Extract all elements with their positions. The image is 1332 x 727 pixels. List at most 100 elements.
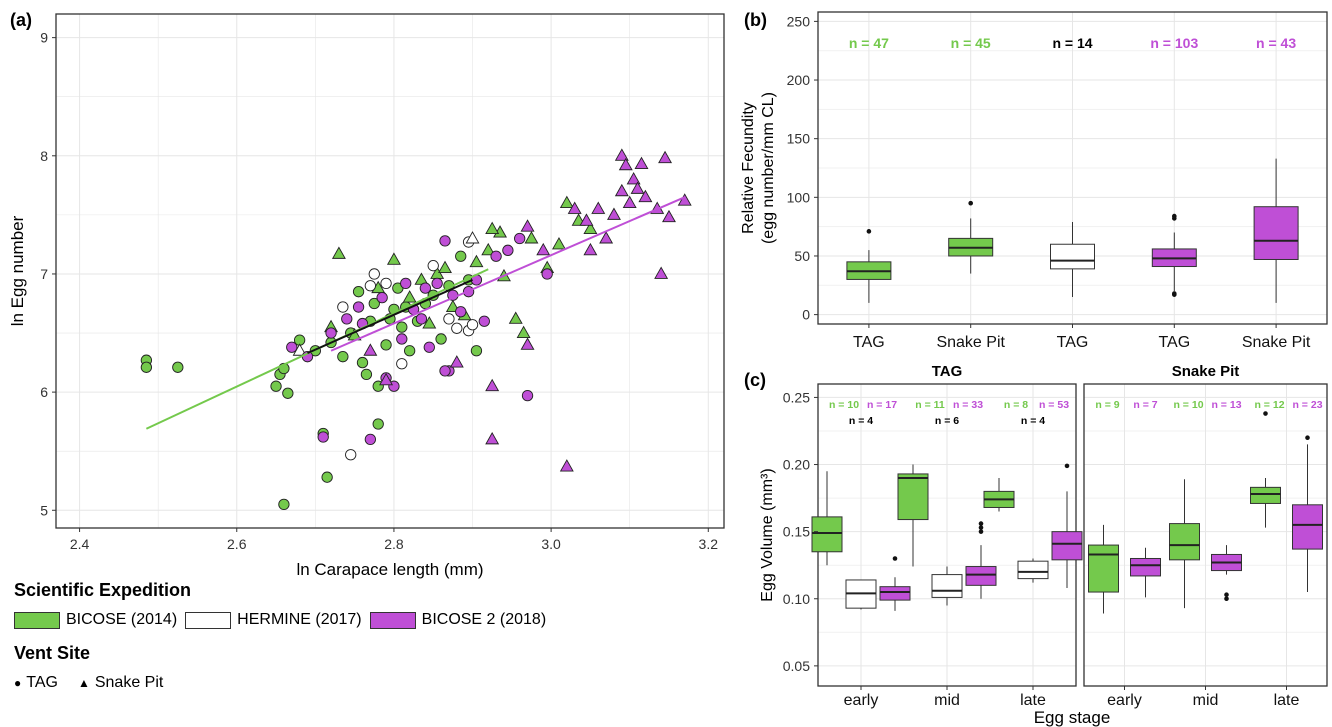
data-point-tag bbox=[470, 345, 483, 357]
data-point-tag bbox=[352, 286, 365, 298]
data-point-snake-pit bbox=[386, 252, 401, 265]
data-point-snake-pit bbox=[449, 355, 464, 368]
data-point-tag bbox=[431, 277, 443, 290]
legend-item-bicose2-2018: BICOSE 2 (2018) bbox=[369, 611, 547, 629]
swatch-hermine-2017 bbox=[185, 611, 232, 629]
x-tick-label: 3.0 bbox=[541, 536, 561, 552]
data-point-snake-pit bbox=[559, 459, 574, 472]
data-point-tag bbox=[282, 387, 294, 399]
data-point-tag bbox=[541, 268, 553, 280]
x-tick-label: TAG bbox=[1158, 334, 1190, 351]
y-tick-label: 0.25 bbox=[783, 389, 810, 405]
data-point-snake-pit bbox=[583, 221, 598, 235]
data-point-snake-pit bbox=[465, 231, 480, 244]
sample-size-label: n = 43 bbox=[1256, 35, 1296, 51]
data-point-tag bbox=[286, 341, 298, 353]
legend-label: BICOSE 2 (2018) bbox=[421, 611, 547, 628]
data-point-snake-pit bbox=[626, 172, 641, 185]
x-tick-label: late bbox=[1274, 692, 1300, 709]
data-point-tag bbox=[368, 268, 380, 280]
x-axis-label-c: Egg stage bbox=[1034, 708, 1111, 727]
data-point-tag bbox=[423, 341, 435, 353]
panel-label-a: (a) bbox=[10, 10, 32, 30]
data-point-tag bbox=[396, 333, 408, 345]
data-point-tag bbox=[478, 315, 490, 327]
data-point-tag bbox=[521, 390, 534, 402]
data-point-tag bbox=[368, 297, 380, 310]
data-point-snake-pit bbox=[422, 316, 437, 329]
box-outlier bbox=[1224, 596, 1229, 602]
y-axis-label-a: ln Egg number bbox=[8, 215, 27, 326]
x-tick-label: 2.8 bbox=[384, 536, 404, 552]
x-tick-label: TAG bbox=[1057, 334, 1089, 351]
data-point-tag bbox=[341, 313, 353, 325]
sample-size-label: n = 10 bbox=[1173, 399, 1203, 411]
swatch-bicose2-2018 bbox=[369, 611, 416, 629]
y-tick-label: 6 bbox=[40, 384, 48, 400]
legend-label: TAG bbox=[26, 674, 58, 691]
y-tick-label: 50 bbox=[794, 248, 810, 264]
legend-expedition-row: BICOSE (2014) HERMINE (2017) BICOSE 2 (2… bbox=[14, 611, 574, 629]
data-point-snake-pit bbox=[654, 266, 669, 279]
data-point-tag bbox=[455, 306, 467, 318]
legend-item-snake-pit: ▲ Snake Pit bbox=[78, 674, 163, 692]
data-point-snake-pit bbox=[551, 236, 566, 250]
sample-size-label: n = 23 bbox=[1292, 399, 1322, 411]
y-tick-label: 250 bbox=[787, 13, 811, 29]
y-tick-label: 100 bbox=[787, 189, 811, 205]
box-outlier bbox=[1172, 213, 1177, 219]
legend-label: HERMINE (2017) bbox=[237, 611, 362, 628]
box-outlier bbox=[1263, 411, 1268, 416]
circle-icon: ● bbox=[14, 676, 22, 690]
sample-size-label: n = 4 bbox=[1021, 415, 1045, 427]
data-point-snake-pit bbox=[363, 343, 378, 356]
data-point-snake-pit bbox=[567, 201, 582, 214]
data-point-tag bbox=[403, 345, 416, 357]
box-body bbox=[1017, 560, 1049, 580]
data-point-snake-pit bbox=[331, 246, 346, 259]
box-body bbox=[1250, 486, 1281, 504]
sample-size-label: n = 11 bbox=[915, 399, 945, 411]
sample-size-label: n = 47 bbox=[849, 35, 889, 51]
data-point-tag bbox=[376, 291, 388, 304]
data-point-tag bbox=[419, 282, 432, 294]
data-point-snake-pit bbox=[638, 189, 653, 203]
data-point-snake-pit bbox=[579, 213, 594, 226]
data-point-tag bbox=[140, 361, 153, 373]
data-point-snake-pit bbox=[614, 183, 629, 197]
legend-item-tag: ● TAG bbox=[14, 674, 70, 692]
data-point-tag bbox=[443, 313, 455, 325]
x-tick-label: Snake Pit bbox=[936, 334, 1005, 351]
data-point-tag bbox=[352, 301, 365, 313]
y-tick-label: 0.15 bbox=[783, 524, 810, 540]
data-point-tag bbox=[514, 232, 526, 245]
data-point-snake-pit bbox=[481, 242, 496, 256]
x-axis-label-a: ln Carapace length (mm) bbox=[296, 560, 483, 579]
data-point-snake-pit bbox=[583, 242, 598, 256]
data-point-tag bbox=[337, 301, 349, 313]
box-body bbox=[1051, 531, 1083, 561]
data-point-snake-pit bbox=[536, 242, 551, 256]
legend-expedition-title: Scientific Expedition bbox=[14, 580, 192, 600]
data-point-snake-pit bbox=[402, 290, 417, 303]
data-point-tag bbox=[439, 365, 451, 377]
sample-size-label: n = 33 bbox=[953, 399, 983, 411]
data-point-snake-pit bbox=[677, 193, 692, 206]
box-outlier bbox=[1305, 435, 1310, 440]
sample-size-label: n = 7 bbox=[1133, 399, 1157, 411]
data-point-tag bbox=[502, 244, 514, 256]
x-tick-label: mid bbox=[934, 692, 960, 709]
data-point-snake-pit bbox=[485, 378, 500, 392]
box-outlier bbox=[866, 229, 872, 234]
data-point-tag bbox=[356, 356, 369, 369]
box-body bbox=[965, 566, 997, 586]
sample-size-label: n = 14 bbox=[1052, 35, 1092, 51]
y-axis-label-c: Egg Volume (mm³) bbox=[759, 468, 776, 601]
data-point-snake-pit bbox=[469, 254, 484, 268]
data-point-snake-pit bbox=[524, 231, 539, 244]
x-tick-label: mid bbox=[1193, 692, 1219, 709]
y-tick-label: 9 bbox=[40, 30, 48, 46]
box-body bbox=[1169, 523, 1200, 561]
sample-size-label: n = 53 bbox=[1039, 399, 1069, 411]
